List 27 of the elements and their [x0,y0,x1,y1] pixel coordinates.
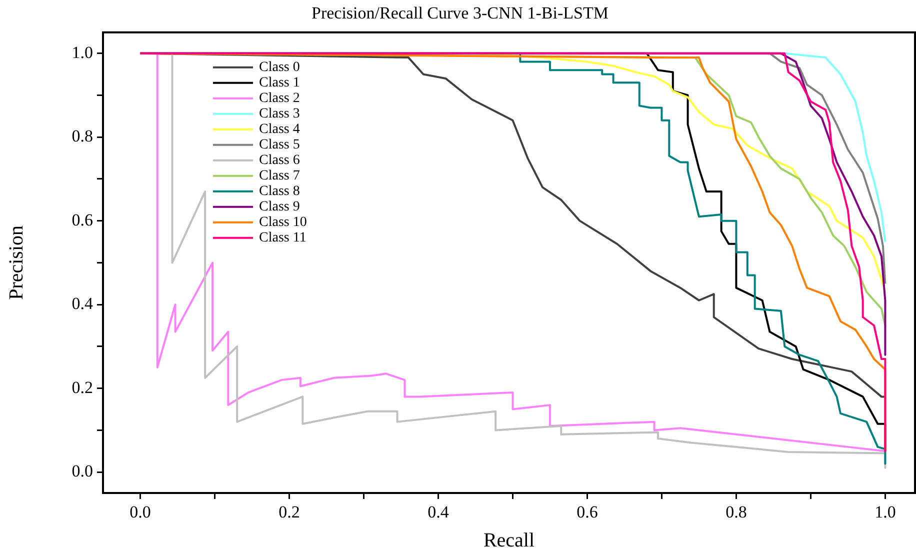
legend-label: Class 4 [259,122,300,138]
x-tick-label: 0.6 [576,502,598,522]
legend-label: Class 8 [259,184,300,200]
legend-label: Class 9 [259,200,300,215]
legend-label: Class 0 [259,60,300,76]
y-tick-label: 0.6 [72,210,93,230]
y-tick-label: 0.2 [72,378,93,397]
legend-label: Class 10 [259,215,307,230]
x-axis-title: Recall [483,529,535,552]
legend-label: Class 5 [259,138,300,153]
legend-label: Class 11 [259,230,306,246]
x-tick-label: 0.8 [726,502,747,522]
legend-label: Class 6 [259,153,300,168]
chart-title: Precision/Recall Curve 3-CNN 1-Bi-LSTM [312,4,608,23]
y-tick-label: 0.0 [72,462,93,481]
legend-label: Class 3 [259,106,300,122]
legend-label: Class 2 [259,91,300,106]
x-tick-label: 1.0 [874,502,896,522]
y-tick-label: 0.8 [72,126,93,146]
y-axis-title: Precision [5,225,28,300]
legend-label: Class 1 [259,76,300,91]
x-tick-label: 0.0 [130,502,151,522]
legend-label: Class 7 [259,168,300,184]
x-tick-label: 0.2 [278,502,300,522]
y-tick-label: 1.0 [72,42,93,62]
x-tick-label: 0.4 [428,502,450,522]
y-tick-label: 0.4 [72,294,94,314]
